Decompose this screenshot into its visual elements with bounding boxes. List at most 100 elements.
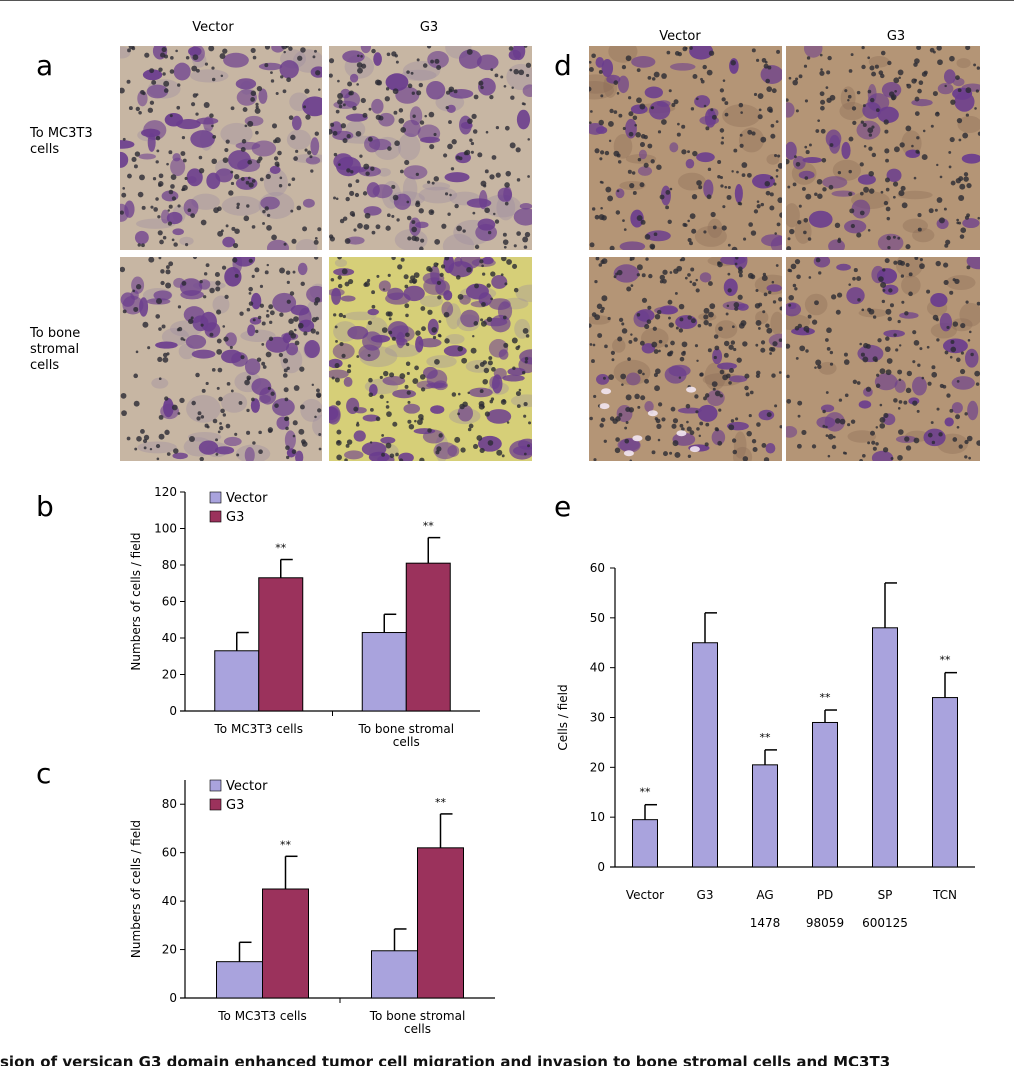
nucleus-dot (913, 437, 920, 444)
micrograph-texture (956, 58, 971, 69)
nucleus-dot (443, 311, 450, 318)
micrograph-a-g3-bone-stromal (329, 257, 532, 461)
nucleus-dot (265, 314, 270, 318)
nucleus-dot (255, 329, 259, 334)
nucleus-dot (490, 271, 496, 277)
nucleus-dot (608, 374, 615, 381)
bright-cell (623, 450, 634, 457)
nucleus-dot (868, 133, 873, 137)
nucleus-dot (719, 369, 725, 375)
nucleus-dot (644, 324, 650, 330)
nucleus-dot (120, 87, 125, 94)
nucleus-dot (589, 323, 592, 328)
nucleus-dot (347, 364, 352, 368)
nucleus-dot (704, 442, 709, 447)
nucleus-dot (171, 238, 175, 242)
stained-cell (331, 287, 342, 305)
nucleus-dot (173, 242, 178, 247)
nucleus-dot (278, 184, 283, 188)
nucleus-dot (414, 419, 417, 423)
nucleus-dot (772, 341, 778, 347)
nucleus-dot (656, 309, 662, 315)
nucleus-dot (804, 176, 809, 180)
nucleus-dot (333, 196, 337, 200)
nucleus-dot (314, 297, 321, 303)
nucleus-dot (217, 367, 223, 373)
nucleus-dot (637, 157, 642, 162)
nucleus-dot (888, 91, 895, 97)
nucleus-dot (712, 225, 717, 230)
nucleus-dot (212, 134, 217, 139)
nucleus-dot (769, 192, 774, 197)
nucleus-dot (332, 130, 338, 136)
nucleus-dot (659, 274, 665, 281)
nucleus-dot (406, 215, 412, 221)
nucleus-dot (284, 416, 290, 422)
nucleus-dot (370, 407, 374, 412)
nucleus-dot (245, 180, 250, 185)
nucleus-dot (336, 429, 342, 435)
nucleus-dot (629, 182, 635, 189)
nucleus-dot (656, 164, 662, 170)
nucleus-dot (615, 272, 619, 276)
nucleus-dot (698, 185, 703, 190)
nucleus-dot (822, 424, 826, 428)
nucleus-dot (282, 373, 288, 378)
nucleus-dot (457, 293, 464, 300)
stained-cell (942, 338, 968, 354)
nucleus-dot (135, 350, 139, 354)
nucleus-dot (770, 347, 776, 352)
stained-cell (824, 412, 845, 432)
nucleus-dot (706, 194, 712, 200)
stained-cell (447, 445, 460, 457)
stained-cell (717, 362, 737, 370)
nucleus-dot (657, 438, 661, 442)
nucleus-dot (341, 268, 348, 275)
bright-cell (601, 388, 612, 395)
nucleus-dot (434, 238, 441, 245)
bright-cell (599, 403, 610, 410)
nucleus-dot (717, 440, 723, 446)
nucleus-dot (970, 352, 974, 357)
nucleus-dot (158, 327, 162, 331)
nucleus-dot (871, 440, 876, 445)
nucleus-dot (143, 446, 147, 450)
nucleus-dot (143, 434, 150, 441)
nucleus-dot (735, 417, 739, 421)
nucleus-dot (607, 121, 614, 127)
nucleus-dot (741, 162, 748, 168)
nucleus-dot (977, 131, 980, 136)
nucleus-dot (950, 180, 956, 186)
nucleus-dot (966, 265, 971, 270)
nucleus-dot (231, 226, 236, 231)
stained-cell (912, 376, 927, 396)
micrograph-texture (422, 182, 451, 191)
nucleus-dot (899, 344, 902, 347)
nucleus-dot (949, 355, 953, 359)
nucleus-dot (480, 85, 484, 90)
nucleus-dot (897, 69, 904, 76)
nucleus-dot (860, 352, 865, 357)
nucleus-dot (898, 400, 903, 404)
nucleus-dot (829, 94, 836, 101)
stained-cell (170, 157, 186, 177)
nucleus-dot (254, 107, 261, 114)
nucleus-dot (205, 263, 210, 268)
nucleus-dot (286, 455, 290, 460)
nucleus-dot (703, 319, 709, 326)
nucleus-dot (483, 367, 490, 374)
nucleus-dot (689, 213, 696, 220)
nucleus-dot (462, 401, 468, 407)
nucleus-dot (471, 113, 477, 120)
nucleus-dot (695, 288, 700, 293)
stained-cell (260, 196, 280, 210)
nucleus-dot (770, 133, 776, 139)
nucleus-dot (230, 181, 235, 186)
nucleus-dot (965, 46, 971, 51)
nucleus-dot (525, 334, 530, 338)
legend-label-vector: Vector (226, 491, 268, 506)
nucleus-dot (228, 190, 234, 196)
nucleus-dot (177, 305, 182, 309)
nucleus-dot (410, 71, 414, 75)
nucleus-dot (247, 120, 254, 127)
